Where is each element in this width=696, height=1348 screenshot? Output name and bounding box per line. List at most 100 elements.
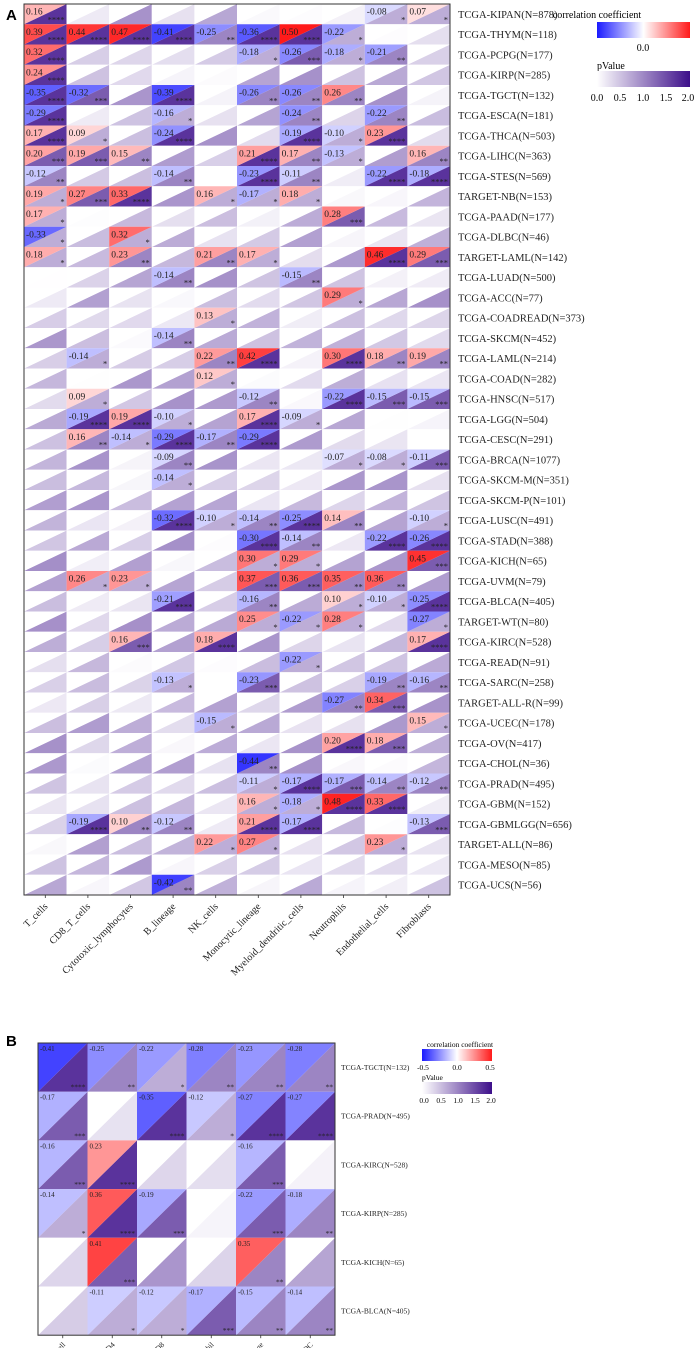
significance-label: ** bbox=[141, 257, 150, 267]
significance-label: * bbox=[316, 561, 320, 571]
correlation-triangle bbox=[24, 145, 67, 166]
pvalue-triangle bbox=[279, 348, 323, 369]
significance-label: *** bbox=[94, 156, 107, 166]
pvalue-triangle bbox=[279, 166, 323, 187]
correlation-triangle bbox=[151, 287, 195, 308]
row-label: TCGA-HNSC(N=517) bbox=[458, 395, 555, 406]
significance-label: **** bbox=[175, 602, 192, 612]
correlation-triangle bbox=[322, 874, 365, 895]
correlation-triangle bbox=[285, 1043, 335, 1092]
correlation-triangle bbox=[322, 328, 365, 349]
correlation-triangle bbox=[194, 793, 237, 814]
pvalue-triangle bbox=[407, 429, 450, 450]
significance-label: *** bbox=[94, 197, 107, 207]
pvalue-triangle bbox=[407, 550, 450, 571]
pvalue-triangle bbox=[279, 712, 323, 733]
significance-label: **** bbox=[133, 419, 150, 429]
significance-label: * bbox=[444, 622, 448, 632]
correlation-triangle bbox=[322, 105, 365, 126]
column-label: Cytotoxic_lymphocytes bbox=[60, 901, 135, 976]
correlation-triangle bbox=[109, 226, 152, 247]
correlation-triangle bbox=[279, 409, 323, 430]
correlation-triangle bbox=[322, 854, 365, 875]
significance-label: * bbox=[359, 35, 363, 45]
pvalue-triangle bbox=[237, 186, 280, 207]
pvalue-triangle bbox=[407, 287, 450, 308]
correlation-triangle bbox=[151, 348, 195, 369]
correlation-triangle bbox=[137, 1189, 187, 1238]
pvalue-triangle bbox=[407, 186, 450, 207]
correlation-triangle bbox=[285, 1189, 335, 1238]
legend-b-p-tick-0: 0.0 bbox=[419, 1096, 429, 1105]
significance-label: **** bbox=[303, 136, 320, 146]
significance-label: **** bbox=[48, 116, 65, 126]
correlation-label: 0.27 bbox=[239, 838, 256, 848]
correlation-triangle bbox=[364, 530, 408, 551]
correlation-triangle bbox=[186, 1091, 236, 1141]
pvalue-triangle bbox=[364, 631, 408, 652]
correlation-triangle bbox=[237, 64, 280, 85]
correlation-triangle bbox=[237, 469, 280, 490]
correlation-label: -0.19 bbox=[139, 1191, 154, 1199]
correlation-label: 0.28 bbox=[324, 210, 341, 220]
significance-label: * bbox=[60, 237, 64, 247]
correlation-triangle bbox=[364, 226, 408, 247]
pvalue-triangle bbox=[364, 611, 408, 632]
correlation-triangle bbox=[364, 692, 408, 713]
correlation-triangle bbox=[407, 267, 450, 288]
pvalue-triangle bbox=[407, 652, 450, 673]
pvalue-triangle bbox=[364, 368, 408, 389]
pvalue-triangle bbox=[407, 510, 450, 531]
correlation-triangle bbox=[151, 469, 195, 490]
correlation-triangle bbox=[151, 672, 195, 693]
correlation-triangle bbox=[364, 247, 408, 268]
correlation-triangle bbox=[109, 591, 152, 612]
significance-label: **** bbox=[303, 35, 320, 45]
pvalue-triangle bbox=[66, 611, 110, 632]
pvalue-triangle bbox=[151, 267, 195, 288]
correlation-triangle bbox=[194, 186, 237, 207]
correlation-triangle bbox=[407, 652, 450, 673]
correlation-triangle bbox=[151, 85, 195, 106]
correlation-label: 0.19 bbox=[69, 149, 86, 159]
pvalue-triangle bbox=[279, 226, 323, 247]
correlation-label: 0.16 bbox=[26, 8, 43, 18]
significance-label: ** bbox=[397, 359, 406, 369]
correlation-triangle bbox=[237, 328, 280, 349]
correlation-triangle bbox=[237, 429, 280, 450]
pvalue-triangle bbox=[66, 469, 110, 490]
significance-label: **** bbox=[388, 541, 405, 551]
correlation-triangle bbox=[407, 64, 450, 85]
pvalue-triangle bbox=[279, 145, 323, 166]
correlation-triangle bbox=[66, 368, 110, 389]
correlation-label: -0.17 bbox=[196, 433, 216, 443]
correlation-label: 0.36 bbox=[282, 575, 299, 585]
correlation-label: 0.19 bbox=[111, 413, 128, 423]
pvalue-triangle bbox=[407, 834, 450, 855]
row-label: TCGA-BRCA(N=1077) bbox=[458, 455, 561, 466]
row-label: TCGA-KICH(N=65) bbox=[341, 1258, 405, 1267]
correlation-triangle bbox=[24, 348, 67, 369]
correlation-label: 0.24 bbox=[26, 68, 43, 78]
pvalue-triangle bbox=[66, 773, 110, 794]
pvalue-triangle bbox=[66, 854, 110, 875]
correlation-triangle bbox=[66, 692, 110, 713]
correlation-triangle bbox=[24, 631, 67, 652]
correlation-triangle bbox=[322, 125, 365, 146]
significance-label: **** bbox=[133, 197, 150, 207]
correlation-triangle bbox=[322, 4, 365, 25]
correlation-label: -0.22 bbox=[367, 534, 387, 544]
correlation-triangle bbox=[24, 490, 67, 511]
pvalue-triangle bbox=[364, 429, 408, 450]
correlation-label: -0.18 bbox=[409, 170, 429, 180]
correlation-label: -0.19 bbox=[69, 818, 89, 828]
pvalue-triangle bbox=[66, 287, 110, 308]
correlation-triangle bbox=[364, 145, 408, 166]
correlation-label: -0.28 bbox=[189, 1045, 204, 1053]
correlation-label: -0.35 bbox=[26, 89, 46, 99]
pvalue-triangle bbox=[364, 469, 408, 490]
correlation-triangle bbox=[322, 490, 365, 511]
pvalue-triangle bbox=[151, 773, 195, 794]
correlation-triangle bbox=[279, 652, 323, 673]
correlation-triangle bbox=[151, 652, 195, 673]
